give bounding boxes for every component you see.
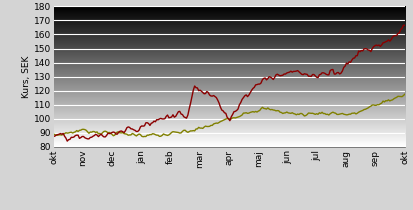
SX20 Industri — [141, 135, 146, 138]
SX20 Industri — [51, 133, 56, 135]
Line: SX20 Industri: SX20 Industri — [54, 94, 405, 137]
Line: UNIFLEX AB: UNIFLEX AB — [54, 25, 405, 141]
UNIFLEX AB — [199, 90, 204, 92]
UNIFLEX AB — [200, 91, 205, 94]
UNIFLEX AB — [103, 136, 108, 138]
UNIFLEX AB — [402, 24, 407, 27]
UNIFLEX AB — [65, 140, 70, 142]
SX20 Industri — [336, 113, 341, 116]
SX20 Industri — [101, 130, 106, 133]
UNIFLEX AB — [51, 135, 56, 138]
UNIFLEX AB — [387, 40, 392, 42]
SX20 Industri — [199, 127, 204, 129]
Y-axis label: Kurs, SEK: Kurs, SEK — [22, 55, 31, 98]
SX20 Industri — [93, 131, 98, 134]
UNIFLEX AB — [401, 24, 406, 26]
UNIFLEX AB — [336, 71, 341, 74]
UNIFLEX AB — [95, 134, 100, 136]
SX20 Industri — [200, 127, 205, 130]
SX20 Industri — [387, 100, 392, 102]
SX20 Industri — [402, 93, 407, 96]
